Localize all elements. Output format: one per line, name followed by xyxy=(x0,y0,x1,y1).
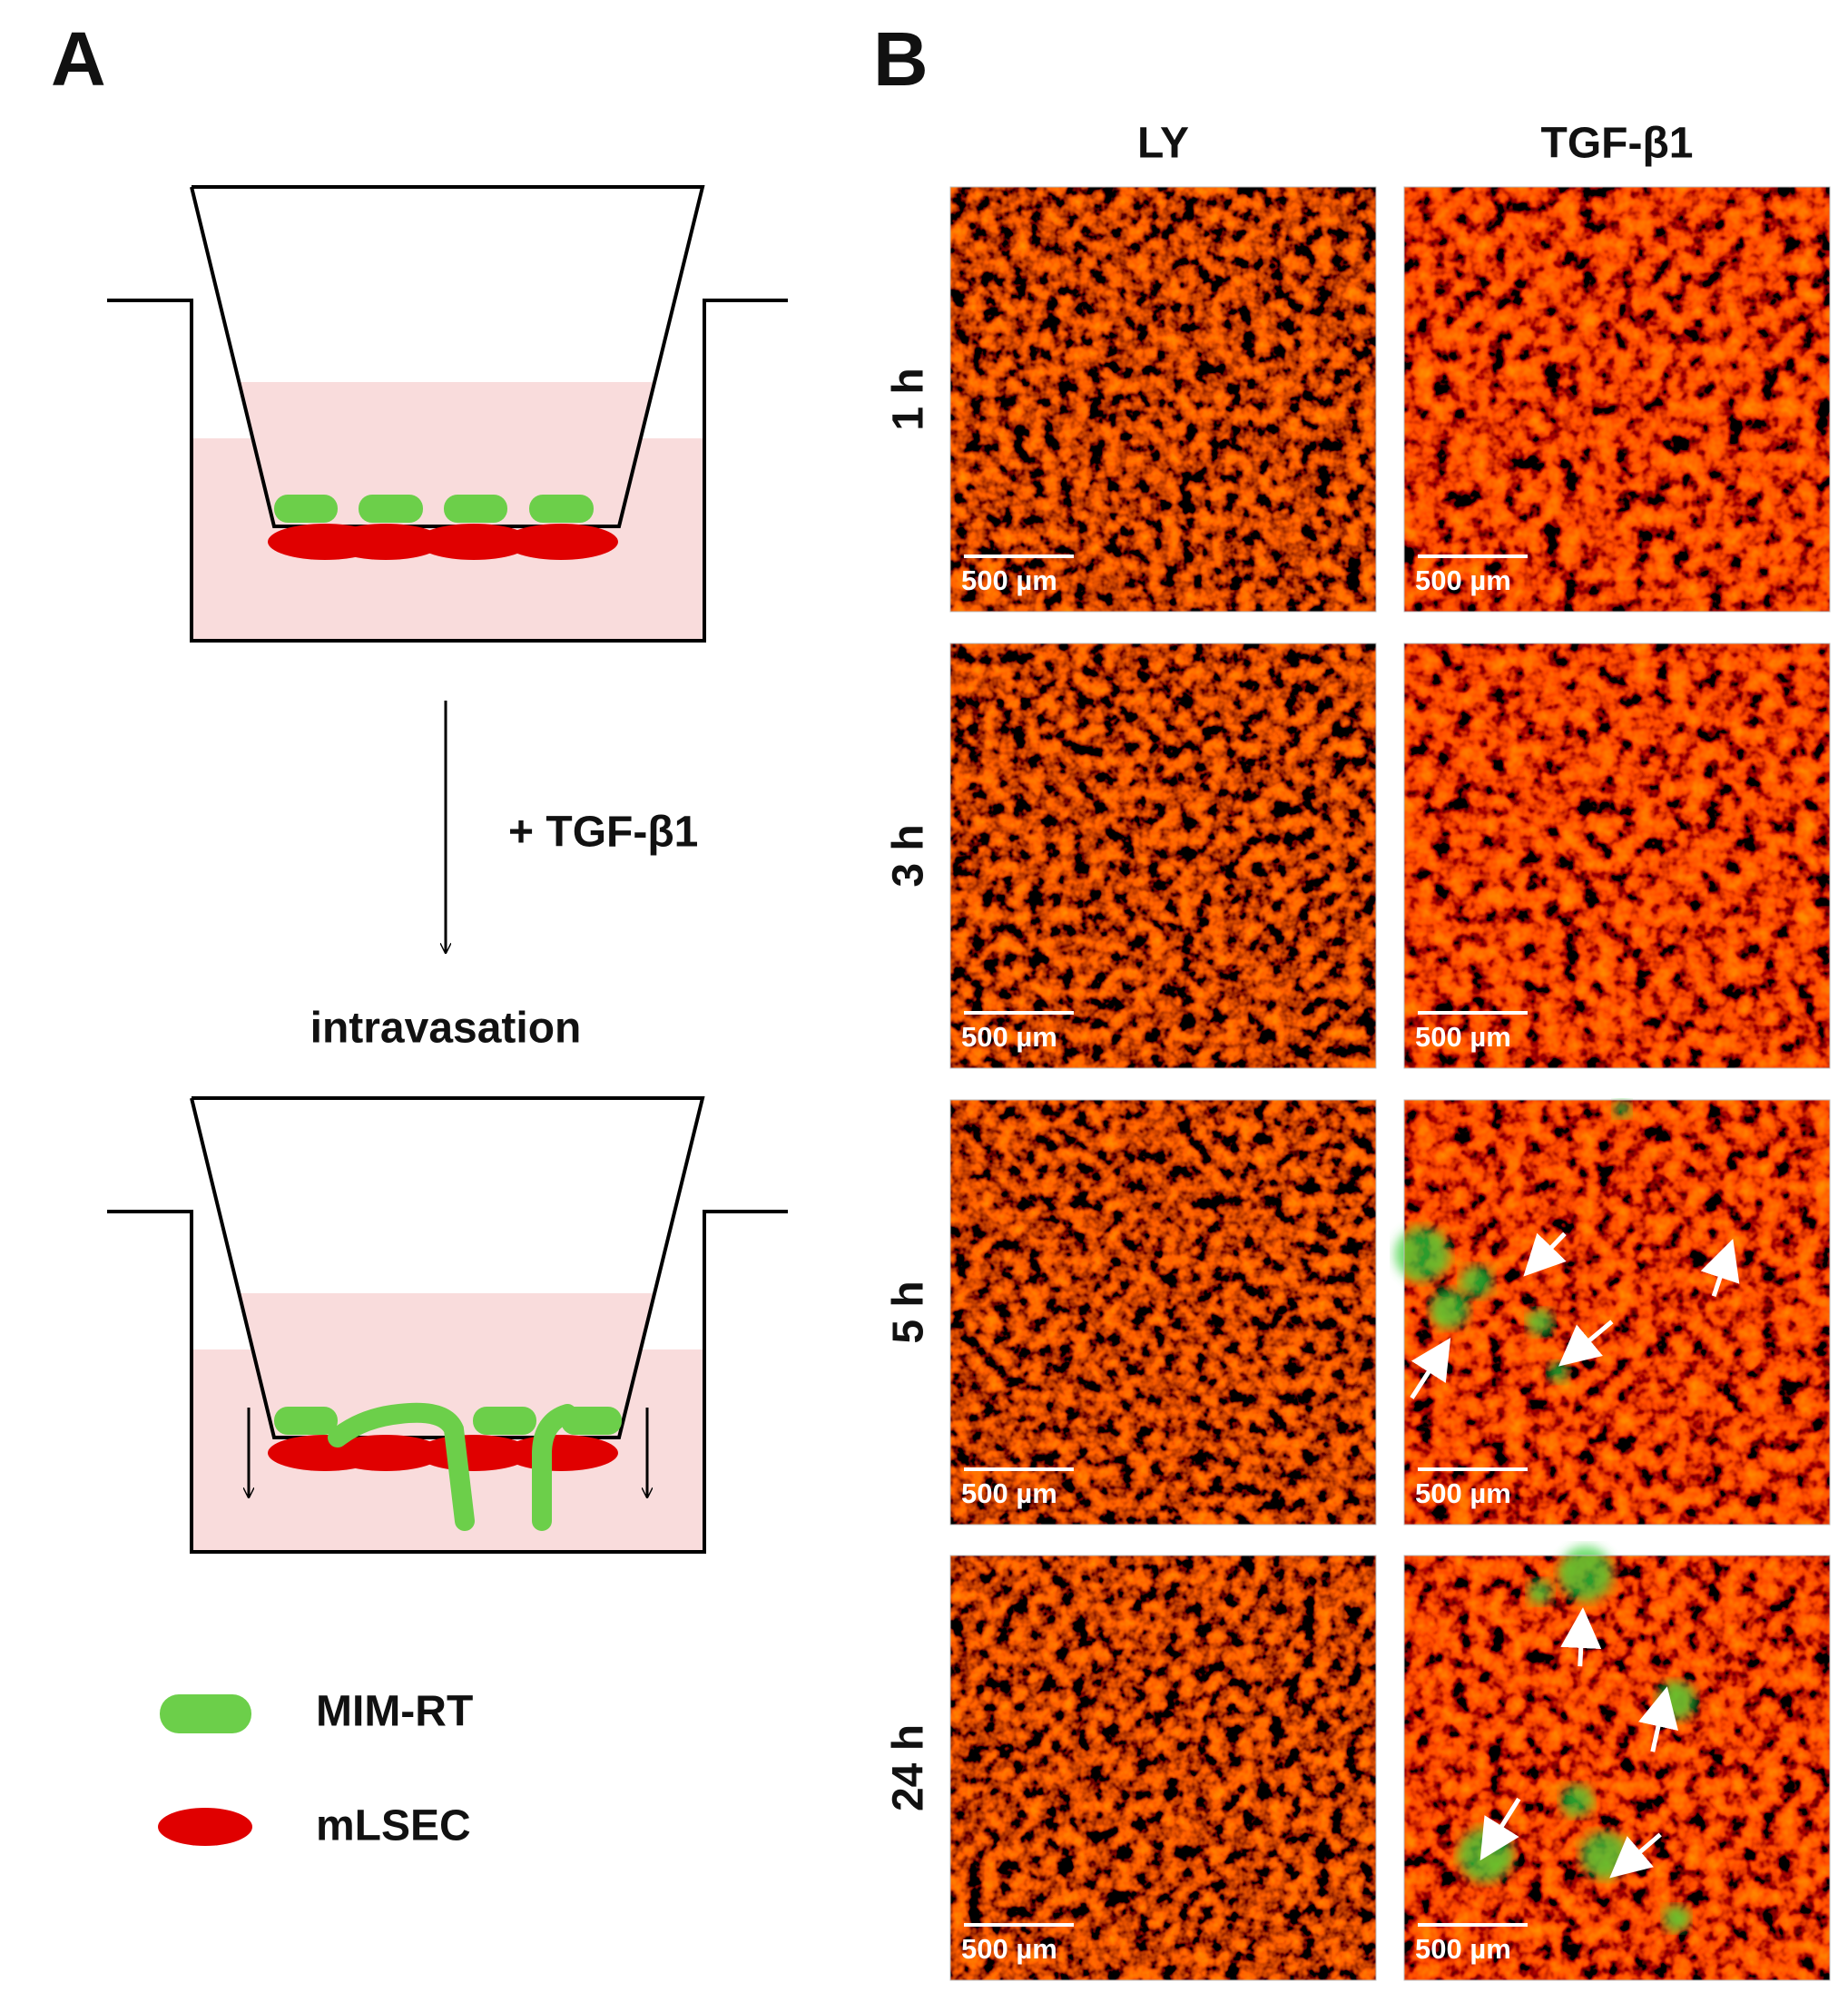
legend-swatch xyxy=(158,1808,252,1846)
row-label: 3 h xyxy=(885,824,933,887)
arrow xyxy=(1558,1320,1614,1367)
micrograph: 500 µm xyxy=(949,643,1377,1069)
panel-label: B xyxy=(873,16,929,102)
legend: MIM-RT mLSEC xyxy=(158,1688,473,1850)
legend-label: MIM-RT xyxy=(316,1688,473,1736)
scale-bar-label: 500 µm xyxy=(961,1477,1057,1509)
column-label: LY xyxy=(1137,120,1189,168)
arrow xyxy=(1609,1832,1662,1879)
micrograph: 500 µm xyxy=(949,186,1377,613)
arrow xyxy=(1523,1232,1567,1277)
micrograph: 500 µm xyxy=(949,1099,1377,1526)
micrograph: 500 µm xyxy=(1395,1099,1831,1526)
micrograph: 500 µm xyxy=(949,1555,1377,1981)
row-label: 1 h xyxy=(885,368,933,430)
treatment-label: + TGF-β1 xyxy=(508,809,698,857)
scale-bar-label: 500 µm xyxy=(961,1021,1057,1053)
scale-bar-label: 500 µm xyxy=(1415,564,1511,596)
legend-swatch xyxy=(160,1694,251,1733)
arrow xyxy=(1479,1797,1521,1861)
micrograph: 500 µm xyxy=(1403,1546,1831,1981)
insert-before xyxy=(107,185,788,643)
arrow xyxy=(1560,1606,1602,1667)
arrow xyxy=(1410,1337,1451,1399)
micrograph-grid: LY TGF-β1 1 h 500 µm 500 µm 3 h 500 µm 500 µm 5 … xyxy=(885,120,1831,1981)
panel-label: A xyxy=(51,16,106,102)
row-label: 24 h xyxy=(885,1724,933,1811)
scale-bar-label: 500 µm xyxy=(1415,1477,1511,1509)
insert-after xyxy=(107,1096,788,1554)
scale-bar-label: 500 µm xyxy=(961,1933,1057,1965)
micrograph: 500 µm xyxy=(1403,643,1831,1069)
process-label: intravasation xyxy=(310,1005,582,1053)
scale-bar-label: 500 µm xyxy=(1415,1021,1511,1053)
scale-bar-label: 500 µm xyxy=(1415,1933,1511,1965)
arrow xyxy=(1700,1238,1740,1298)
column-label: TGF-β1 xyxy=(1541,120,1694,168)
arrow xyxy=(1638,1686,1678,1752)
micrograph: 500 µm xyxy=(1403,186,1831,613)
scale-bar-label: 500 µm xyxy=(961,564,1057,596)
row-label: 5 h xyxy=(885,1281,933,1343)
legend-label: mLSEC xyxy=(316,1802,471,1850)
